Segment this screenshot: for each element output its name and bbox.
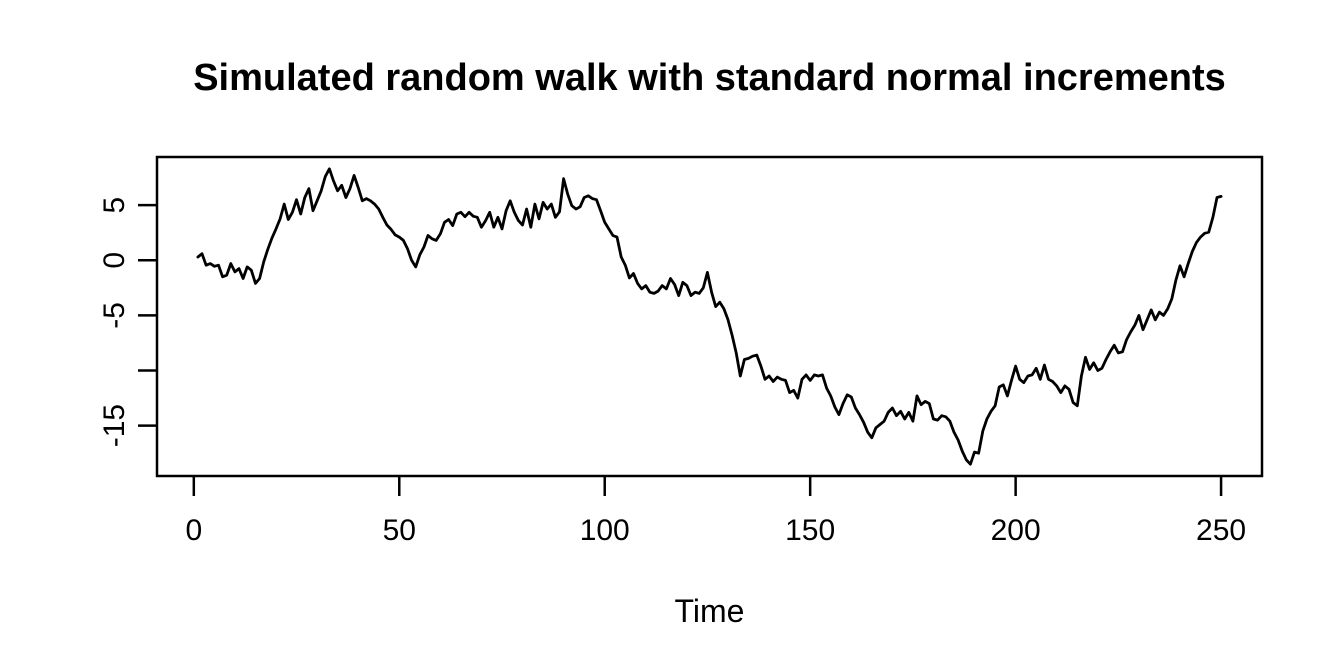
x-tick-label: 200 [991,514,1041,547]
x-tick-label: 0 [185,514,202,547]
y-tick-label: 0 [98,252,131,269]
x-tick-label: 150 [785,514,835,547]
x-axis: 0 50 100 150 200 250 [185,476,1246,547]
y-tick-label: 5 [98,197,131,214]
plot-box [155,155,1264,478]
y-axis: 5 0 -5 -15 [98,197,157,447]
y-tick-label: -15 [98,404,131,447]
x-tick-label: 250 [1196,514,1246,547]
x-axis-label: Time [675,593,745,629]
x-tick-label: 100 [580,514,630,547]
y-tick-label: -5 [98,302,131,329]
x-tick-label: 50 [383,514,416,547]
series-line [196,167,1223,466]
chart-title: Simulated random walk with standard norm… [193,57,1226,99]
